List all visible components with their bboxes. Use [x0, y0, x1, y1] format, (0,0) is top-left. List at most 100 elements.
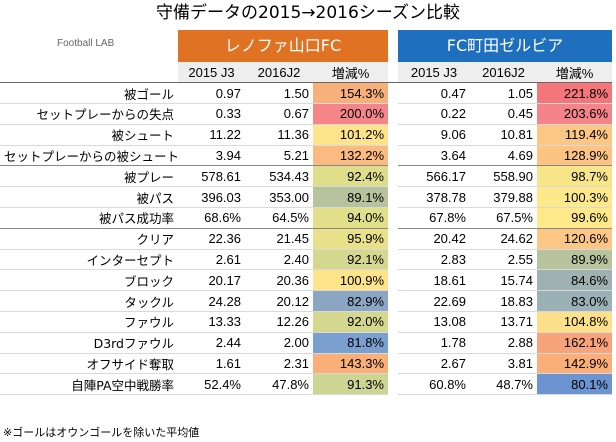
cell-2015: 0.33: [178, 103, 245, 125]
column-gap: [388, 312, 398, 333]
cell-change-pct: 89.9%: [537, 249, 612, 271]
cell-2016: 47.8%: [245, 373, 313, 396]
column-header: 2016J2: [245, 62, 313, 84]
column-gap: [388, 249, 398, 270]
cell-change-pct: 128.9%: [537, 145, 612, 167]
cell-change-pct: 132.2%: [313, 145, 388, 167]
cell-2015: 68.6%: [178, 207, 245, 229]
cell-2016: 1.50: [245, 82, 313, 105]
cell-2015: 378.78: [398, 186, 470, 209]
cell-2016: 15.74: [470, 269, 537, 292]
cell-2016: 5.21: [245, 145, 313, 167]
team-header-machida: FC町田ゼルビア: [398, 30, 612, 62]
cell-change-pct: 104.8%: [537, 311, 612, 333]
row-label: タックル: [0, 290, 178, 313]
table-row: ファウル 13.33 12.26 92.0% 13.08 13.71 104.8%: [0, 311, 612, 333]
cell-2016: 64.5%: [245, 207, 313, 229]
cell-change-pct: 81.8%: [313, 332, 388, 354]
table-row: セットプレーからの失点 0.33 0.67 200.0% 0.22 0.45 203.6%: [0, 103, 612, 125]
column-gap: [388, 291, 398, 312]
cell-change-pct: 142.9%: [537, 353, 612, 375]
cell-change-pct: 89.1%: [313, 186, 388, 209]
cell-2015: 13.08: [398, 311, 470, 333]
cell-2015: 2.44: [178, 332, 245, 354]
cell-2015: 3.64: [398, 145, 470, 167]
table-row: インターセプト 2.61 2.40 92.1% 2.83 2.55 89.9%: [0, 249, 612, 271]
column-header: 増減%: [313, 62, 388, 84]
chart-title: 守備データの2015→2016シーズン比較: [156, 3, 460, 23]
cell-2016: 20.12: [245, 290, 313, 313]
cell-change-pct: 94.0%: [313, 207, 388, 229]
column-gap: [388, 353, 398, 374]
cell-2015: 52.4%: [178, 373, 245, 396]
row-label: 自陣PA空中戦勝率: [0, 373, 178, 396]
cell-2016: 67.5%: [470, 207, 537, 229]
brand-label: Football LAB: [57, 38, 115, 49]
column-gap: [388, 228, 398, 249]
cell-2015: 11.22: [178, 124, 245, 146]
table-row: 被ゴール 0.97 1.50 154.3% 0.47 1.05 221.8%: [0, 82, 612, 105]
cell-change-pct: 99.6%: [537, 207, 612, 229]
cell-change-pct: 100.9%: [313, 269, 388, 292]
cell-2016: 11.36: [245, 124, 313, 146]
table-row: セットプレーからの被シュート 3.94 5.21 132.2% 3.64 4.69 128.…: [0, 145, 612, 167]
cell-2016: 3.81: [470, 353, 537, 375]
row-label: 被パス成功率: [0, 207, 178, 229]
table-row: 被シュート 11.22 11.36 101.2% 9.06 10.81 119.4%: [0, 124, 612, 146]
table-row: 被パス 396.03 353.00 89.1% 378.78 379.88 100.3%: [0, 186, 612, 209]
cell-2015: 20.42: [398, 228, 470, 250]
cell-2016: 12.26: [245, 311, 313, 333]
row-label: セットプレーからの失点: [0, 103, 178, 125]
column-gap: [388, 270, 398, 291]
cell-2015: 24.28: [178, 290, 245, 313]
cell-change-pct: 100.3%: [537, 186, 612, 209]
table-row: クリア 22.36 21.45 95.9% 20.42 24.62 120.6%: [0, 228, 612, 250]
column-header: 2015 J3: [398, 62, 470, 84]
cell-2015: 9.06: [398, 124, 470, 146]
cell-2015: 2.83: [398, 249, 470, 271]
column-gap: [388, 104, 398, 125]
cell-2016: 379.88: [470, 186, 537, 209]
cell-change-pct: 101.2%: [313, 124, 388, 146]
cell-2016: 2.40: [245, 249, 313, 271]
column-gap: [388, 166, 398, 187]
cell-2016: 20.36: [245, 269, 313, 292]
table-row: 被パス成功率 68.6% 64.5% 94.0% 67.8% 67.5% 99.6%: [0, 207, 612, 229]
column-gap: [388, 208, 398, 229]
cell-2016: 558.90: [470, 165, 537, 188]
column-gap: [388, 187, 398, 208]
cell-2016: 2.31: [245, 353, 313, 375]
cell-change-pct: 91.3%: [313, 373, 388, 396]
cell-change-pct: 120.6%: [537, 228, 612, 250]
cell-2015: 60.8%: [398, 373, 470, 396]
row-label: オフサイド奪取: [0, 353, 178, 375]
column-header: 増減%: [537, 62, 612, 84]
cell-2015: 3.94: [178, 145, 245, 167]
table-row: ブロック 20.17 20.36 100.9% 18.61 15.74 84.6%: [0, 269, 612, 292]
cell-2015: 67.8%: [398, 207, 470, 229]
cell-2016: 2.88: [470, 332, 537, 354]
column-gap: [388, 145, 398, 166]
table-row: D3rdファウル 2.44 2.00 81.8% 1.78 2.88 162.1%: [0, 332, 612, 354]
cell-2015: 20.17: [178, 269, 245, 292]
column-gap: [388, 332, 398, 353]
footnote: ※ゴールはオウンゴールを除いた平均値: [3, 426, 200, 439]
cell-change-pct: 143.3%: [313, 353, 388, 375]
cell-change-pct: 119.4%: [537, 124, 612, 146]
cell-change-pct: 83.0%: [537, 290, 612, 313]
cell-change-pct: 92.4%: [313, 165, 388, 188]
cell-change-pct: 98.7%: [537, 165, 612, 188]
cell-2015: 13.33: [178, 311, 245, 333]
cell-change-pct: 203.6%: [537, 103, 612, 125]
cell-2015: 396.03: [178, 186, 245, 209]
cell-change-pct: 162.1%: [537, 332, 612, 354]
cell-change-pct: 84.6%: [537, 269, 612, 292]
cell-change-pct: 221.8%: [537, 82, 612, 105]
column-gap: [388, 83, 398, 104]
column-header: 2016J2: [470, 62, 537, 84]
cell-2015: 578.61: [178, 165, 245, 188]
cell-2015: 0.97: [178, 82, 245, 105]
cell-2016: 2.55: [470, 249, 537, 271]
cell-2015: 566.17: [398, 165, 470, 188]
cell-2015: 0.22: [398, 103, 470, 125]
